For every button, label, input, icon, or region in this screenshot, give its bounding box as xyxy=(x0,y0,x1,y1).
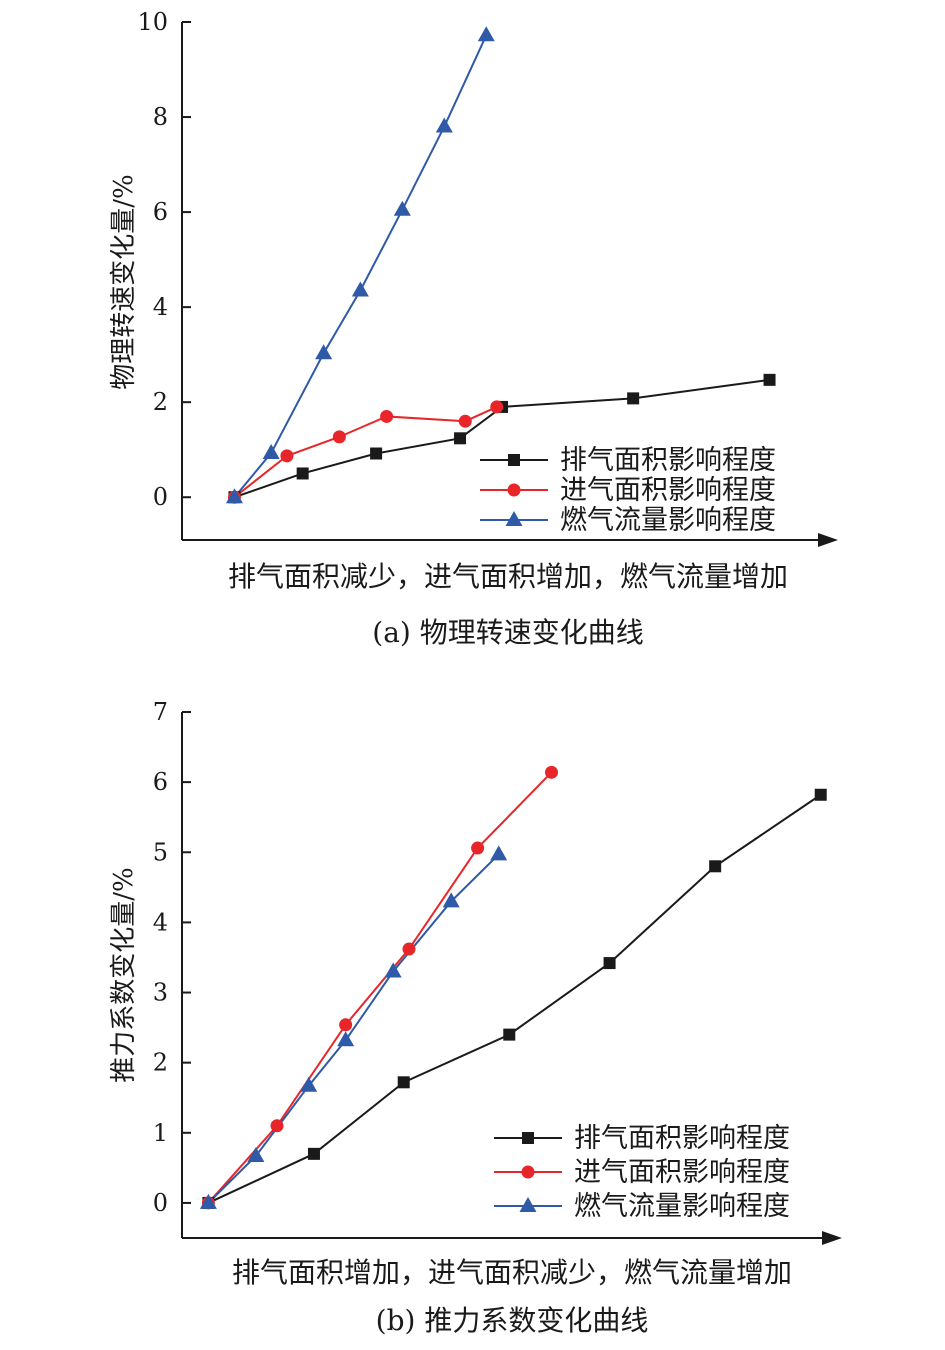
legend-marker-2 xyxy=(521,1165,535,1179)
y-axis-label-a: 物理转速变化量/% xyxy=(109,174,139,389)
series-2-point-b xyxy=(545,765,559,779)
series-2-point-a xyxy=(280,449,294,463)
y-tick-label: 6 xyxy=(153,768,168,796)
y-axis-label-b: 推力系数变化量/% xyxy=(109,867,139,1082)
plot-area-a xyxy=(225,26,776,504)
x-axis-arrow-a xyxy=(818,533,838,547)
series-1-point-a xyxy=(627,392,640,405)
series-3-point-a xyxy=(351,281,369,297)
legend-marker-1 xyxy=(522,1132,534,1144)
series-2-point-a xyxy=(458,414,472,428)
legend-label-3: 燃气流量影响程度 xyxy=(574,1191,790,1222)
legend-marker-1 xyxy=(508,454,520,466)
series-1-point-b xyxy=(814,788,827,801)
y-tick-label: 5 xyxy=(153,838,168,866)
series-1-point-b xyxy=(397,1076,410,1089)
series-3-point-b xyxy=(300,1076,318,1092)
series-2-point-a xyxy=(332,430,346,444)
series-2-line-b xyxy=(207,771,553,1204)
x-axis-label-b: 排气面积增加，进气面积减少，燃气流量增加 xyxy=(232,1256,792,1289)
series-3-point-a xyxy=(315,344,333,360)
series-3-point-a xyxy=(393,200,411,216)
y-ticks-b: 0 1 2 3 4 5 6 7 xyxy=(153,698,191,1217)
series-1-point-a xyxy=(763,373,776,386)
legend-label-1: 排气面积影响程度 xyxy=(574,1123,790,1154)
caption-b: (b) 推力系数变化曲线 xyxy=(376,1304,649,1337)
series-2-point-b xyxy=(270,1119,284,1133)
legend-label-2: 进气面积影响程度 xyxy=(560,475,776,506)
legend-marker-2 xyxy=(507,483,521,497)
legend-marker-3 xyxy=(505,511,523,526)
series-2-point-b xyxy=(339,1018,353,1032)
series-2-point-b xyxy=(471,841,485,855)
x-axis-label-a: 排气面积减少，进气面积增加，燃气流量增加 xyxy=(228,560,788,593)
legend-label-3: 燃气流量影响程度 xyxy=(560,505,776,536)
series-1-point-b xyxy=(603,957,616,970)
y-tick-label: 2 xyxy=(153,388,168,416)
y-tick-label: 2 xyxy=(153,1049,168,1077)
legend-label-1: 排气面积影响程度 xyxy=(560,445,776,476)
series-3-point-b xyxy=(442,892,460,908)
series-3-point-a xyxy=(225,488,243,504)
x-axis-arrow-b xyxy=(822,1231,842,1245)
y-tick-label: 7 xyxy=(153,698,168,726)
series-2-point-b xyxy=(402,942,416,956)
series-2-point-a xyxy=(490,400,504,414)
series-1-point-b xyxy=(307,1147,320,1160)
series-3-point-a xyxy=(435,117,453,133)
series-3-point-b xyxy=(199,1193,217,1209)
y-tick-label: 8 xyxy=(153,103,168,131)
series-3-point-b xyxy=(337,1031,355,1047)
series-1-point-b xyxy=(709,860,722,873)
y-tick-label: 4 xyxy=(153,908,168,936)
y-tick-label: 3 xyxy=(153,979,168,1007)
plot-area-b xyxy=(199,765,827,1210)
caption-a: (a) 物理转速变化曲线 xyxy=(372,616,643,649)
series-3-point-b xyxy=(384,962,402,978)
y-tick-label: 6 xyxy=(153,198,168,226)
y-tick-label: 10 xyxy=(137,8,168,36)
series-2-point-a xyxy=(380,409,394,423)
y-tick-label: 1 xyxy=(153,1119,168,1147)
series-3-point-b xyxy=(490,845,508,861)
series-3-point-a xyxy=(262,444,280,460)
series-1-point-a xyxy=(454,432,467,445)
y-tick-label: 0 xyxy=(153,1189,168,1217)
series-1-point-b xyxy=(503,1028,516,1041)
y-ticks-a: 0 2 4 6 8 10 xyxy=(137,8,191,511)
legend-label-2: 进气面积影响程度 xyxy=(574,1157,790,1188)
series-3-point-a xyxy=(477,26,495,42)
series-1-point-a xyxy=(370,447,383,460)
series-1-point-a xyxy=(296,467,309,480)
y-tick-label: 4 xyxy=(153,293,168,321)
y-tick-label: 0 xyxy=(153,483,168,511)
series-3-point-b xyxy=(247,1146,265,1162)
legend-marker-3 xyxy=(519,1197,537,1212)
